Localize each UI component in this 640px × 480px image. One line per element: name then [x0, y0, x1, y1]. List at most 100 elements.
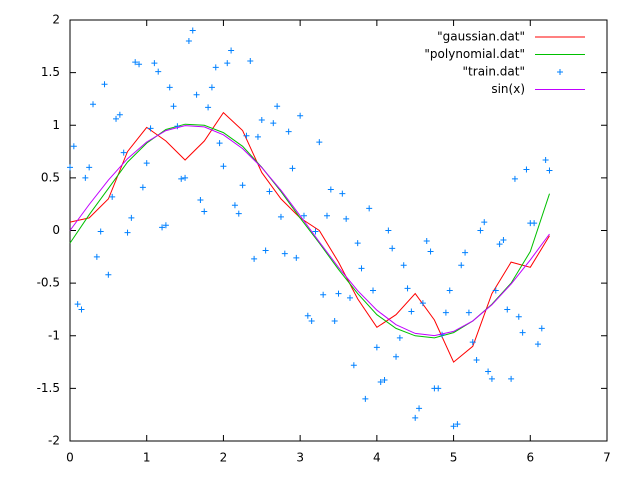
y-tick-label: 1 [52, 118, 60, 132]
scatter-point [400, 262, 407, 269]
scatter-point [454, 421, 461, 428]
scatter-point [381, 376, 388, 383]
scatter-point [504, 306, 511, 313]
scatter-point [538, 325, 545, 332]
scatter-point [542, 156, 549, 163]
scatter-point [316, 139, 323, 146]
scatter-point [124, 229, 131, 236]
scatter-point [277, 213, 284, 220]
x-tick-label: 6 [526, 451, 534, 465]
scatter-point [531, 220, 538, 227]
scatter-point [492, 287, 499, 294]
scatter-point [266, 188, 273, 195]
scatter-point [320, 291, 327, 298]
scatter-point [228, 47, 235, 54]
scatter-point [90, 101, 97, 108]
scatter-point [86, 164, 93, 171]
scatter-point [155, 68, 162, 75]
scatter-point [508, 375, 515, 382]
scatter-point [212, 64, 219, 71]
legend-label: "polynomial.dat" [424, 47, 525, 61]
scatter-point [450, 423, 457, 430]
scatter-point [170, 103, 177, 110]
scatter-point [74, 301, 81, 308]
scatter-point [373, 344, 380, 351]
scatter-point [312, 228, 319, 235]
scatter-point [427, 248, 434, 255]
scatter-point [511, 175, 518, 182]
scatter-point [412, 414, 419, 421]
scatter-point [132, 59, 139, 66]
scatter-point [193, 91, 200, 98]
scatter-point [496, 241, 503, 248]
y-tick-label: -1.5 [37, 381, 60, 395]
scatter-point [231, 202, 238, 209]
scatter-point [281, 250, 288, 257]
x-tick-label: 3 [296, 451, 304, 465]
scatter-point [481, 219, 488, 226]
y-tick-label: 0.5 [41, 170, 60, 184]
scatter-point [67, 164, 73, 171]
scatter-point [258, 116, 265, 123]
scatter-point [416, 405, 423, 412]
scatter-point [116, 111, 123, 118]
scatter-point [354, 240, 361, 247]
scatter-point [182, 174, 189, 181]
scatter-point [166, 84, 173, 91]
y-tick-label: 1.5 [41, 65, 60, 79]
scatter-point [224, 60, 231, 67]
scatter-point [285, 128, 292, 135]
series-line [69, 123, 550, 339]
scatter-point [208, 84, 215, 91]
scatter-point [201, 208, 208, 215]
scatter-point [205, 104, 212, 111]
scatter-point [113, 115, 120, 122]
scatter-point [174, 123, 181, 130]
scatter-point [239, 182, 246, 189]
scatter-point [323, 212, 330, 219]
series-line [69, 111, 550, 363]
scatter-point [389, 245, 396, 252]
scatter-point [136, 61, 143, 68]
scatter-point [465, 309, 472, 316]
scatter-point [78, 306, 85, 313]
scatter-point [93, 253, 100, 260]
scatter-point [393, 353, 400, 360]
scatter-point [70, 143, 77, 150]
x-tick-label: 0 [66, 451, 74, 465]
scatter-point [473, 356, 480, 363]
scatter-point [446, 287, 453, 294]
scatter-point [304, 312, 311, 319]
scatter-point [477, 227, 484, 234]
scatter-point [396, 334, 403, 341]
x-tick-label: 7 [603, 451, 611, 465]
scatter-point [97, 228, 104, 235]
scatter-point [485, 368, 492, 375]
y-tick-label: -0.5 [37, 276, 60, 290]
scatter-point [220, 163, 227, 170]
scatter-point [523, 166, 530, 173]
legend-label: "gaussian.dat" [437, 30, 525, 44]
scatter-point [178, 175, 185, 182]
series-line [69, 125, 550, 337]
scatter-point [488, 375, 495, 382]
scatter-point [327, 186, 334, 193]
scatter-point [362, 395, 369, 402]
scatter-point [469, 339, 476, 346]
x-tick-label: 1 [143, 451, 151, 465]
scatter-point [546, 167, 553, 174]
scatter-point [289, 165, 296, 172]
x-tick-label: 5 [450, 451, 458, 465]
scatter-point [442, 309, 449, 316]
scatter-point [274, 103, 281, 110]
scatter-point [243, 132, 250, 139]
scatter-point [408, 308, 415, 315]
scatter-point [423, 238, 430, 245]
y-tick-label: 2 [52, 13, 60, 27]
scatter-point [366, 205, 373, 212]
scatter-point [297, 112, 304, 119]
scatter-point [151, 60, 158, 67]
scatter-point [515, 313, 522, 320]
scatter-point [377, 379, 384, 386]
scatter-point [343, 215, 350, 222]
